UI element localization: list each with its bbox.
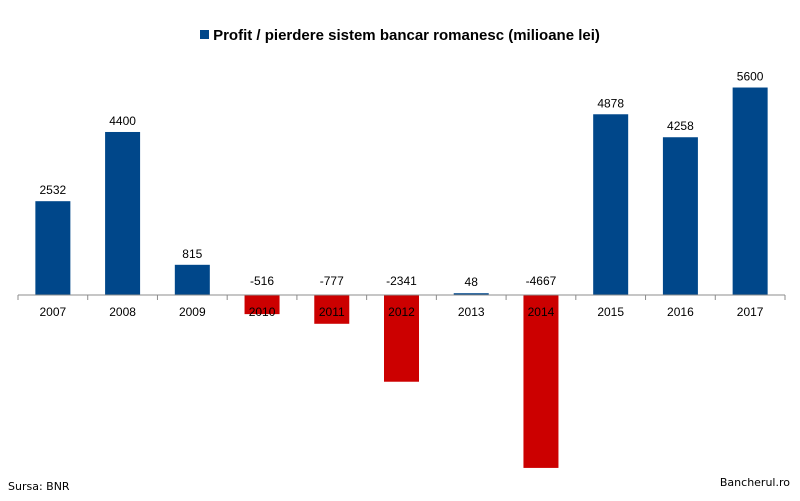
bar-2011 <box>314 295 350 324</box>
tick-label-2012: 2012 <box>388 305 415 319</box>
data-label-2010: -516 <box>250 274 274 288</box>
bar-2007 <box>35 201 71 295</box>
data-label-2016: 4258 <box>667 119 694 133</box>
tick-label-2014: 2014 <box>528 305 555 319</box>
brand-label: Bancherul.ro <box>719 476 790 489</box>
tick-label-2013: 2013 <box>458 305 485 319</box>
data-label-2015: 4878 <box>597 96 624 110</box>
bar-2014 <box>523 295 559 468</box>
bar-2008 <box>105 131 141 295</box>
legend: Profit / pierdere sistem bancar romanesc… <box>0 27 800 44</box>
bar-2015 <box>593 114 629 295</box>
data-label-2009: 815 <box>182 247 202 261</box>
legend-swatch <box>200 30 210 39</box>
data-label-2017: 5600 <box>737 70 764 84</box>
tick-label-2009: 2009 <box>179 305 206 319</box>
data-label-2008: 4400 <box>109 114 136 128</box>
tick-label-2015: 2015 <box>597 305 624 319</box>
tick-label-2010: 2010 <box>249 305 276 319</box>
tick-label-2007: 2007 <box>40 305 67 319</box>
bar-2017 <box>732 87 768 296</box>
bar-2013 <box>453 293 489 295</box>
tick-label-2016: 2016 <box>667 305 694 319</box>
data-label-2011: -777 <box>320 274 344 288</box>
tick-label-2017: 2017 <box>737 305 764 319</box>
bar-2010 <box>244 295 280 315</box>
legend-label: Profit / pierdere sistem bancar romanesc… <box>213 27 600 44</box>
tick-label-2011: 2011 <box>319 305 345 319</box>
bar-2012 <box>384 295 419 382</box>
data-label-2013: 48 <box>465 275 479 289</box>
source-note: Sursa: BNR <box>8 480 70 493</box>
tick-label-2008: 2008 <box>109 305 136 319</box>
bar-2009 <box>174 264 210 295</box>
data-label-2007: 2532 <box>40 183 67 197</box>
data-label-2014: -4667 <box>526 274 557 288</box>
data-label-2012: -2341 <box>386 274 417 288</box>
bar-2016 <box>662 137 698 295</box>
